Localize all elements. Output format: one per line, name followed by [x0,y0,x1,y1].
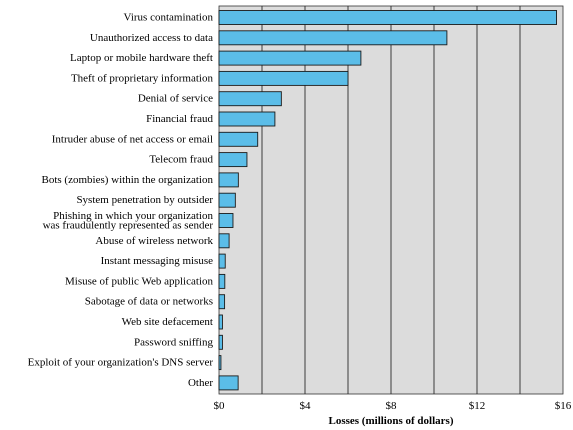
bar [218,131,259,147]
gridlines [261,6,521,394]
bar [218,375,239,391]
x-tick-label: $0 [214,400,226,412]
bar [218,334,223,350]
bar [218,152,248,168]
category-label: Phishing in which your organization [53,210,213,222]
x-axis-title: Losses (millions of dollars) [329,415,454,427]
category-label: Virus contamination [124,12,214,24]
category-label: Exploit of your organization's DNS serve… [28,357,214,369]
bar [218,50,362,66]
category-label: Bots (zombies) within the organization [42,174,214,186]
x-tick-label: $4 [300,400,312,412]
category-label: Laptop or mobile hardware theft [70,52,213,64]
category-label: Telecom fraud [149,154,213,166]
bar [218,30,448,46]
bar [218,192,236,208]
x-tick-label: $16 [555,400,572,412]
category-label: Password sniffing [134,336,213,348]
category-label: Misuse of public Web application [65,275,213,287]
bar [218,294,226,310]
x-tick-labels: $0 $4 $8 $12 $16 [214,400,572,412]
bar [218,314,223,330]
bar [218,70,349,86]
category-label: Unauthorized access to data [90,32,213,44]
x-tick-label: $12 [469,400,486,412]
bar [218,172,239,188]
category-label: Financial fraud [146,113,213,125]
bar [218,273,226,289]
bar [218,253,226,269]
x-tick-label: $8 [386,400,398,412]
category-label: Theft of proprietary information [71,72,214,84]
bars [218,10,557,391]
category-label: Sabotage of data or networks [85,296,213,308]
category-label: was fraudulently represented as sender [43,219,214,231]
category-label: Intruder abuse of net access or email [52,133,213,145]
category-label: System penetration by outsider [76,194,213,206]
category-label: Denial of service [138,93,213,105]
category-label: Web site defacement [122,316,213,328]
bar [218,91,282,107]
bar [218,111,276,127]
bar [218,10,557,25]
category-label: Abuse of wireless network [95,235,213,247]
bar [218,233,230,249]
bar [218,355,222,371]
bar [218,213,234,228]
category-label: Other [188,377,213,389]
category-labels: Virus contamination Unauthorized access t… [28,12,214,389]
category-label: Instant messaging misuse [101,255,214,267]
